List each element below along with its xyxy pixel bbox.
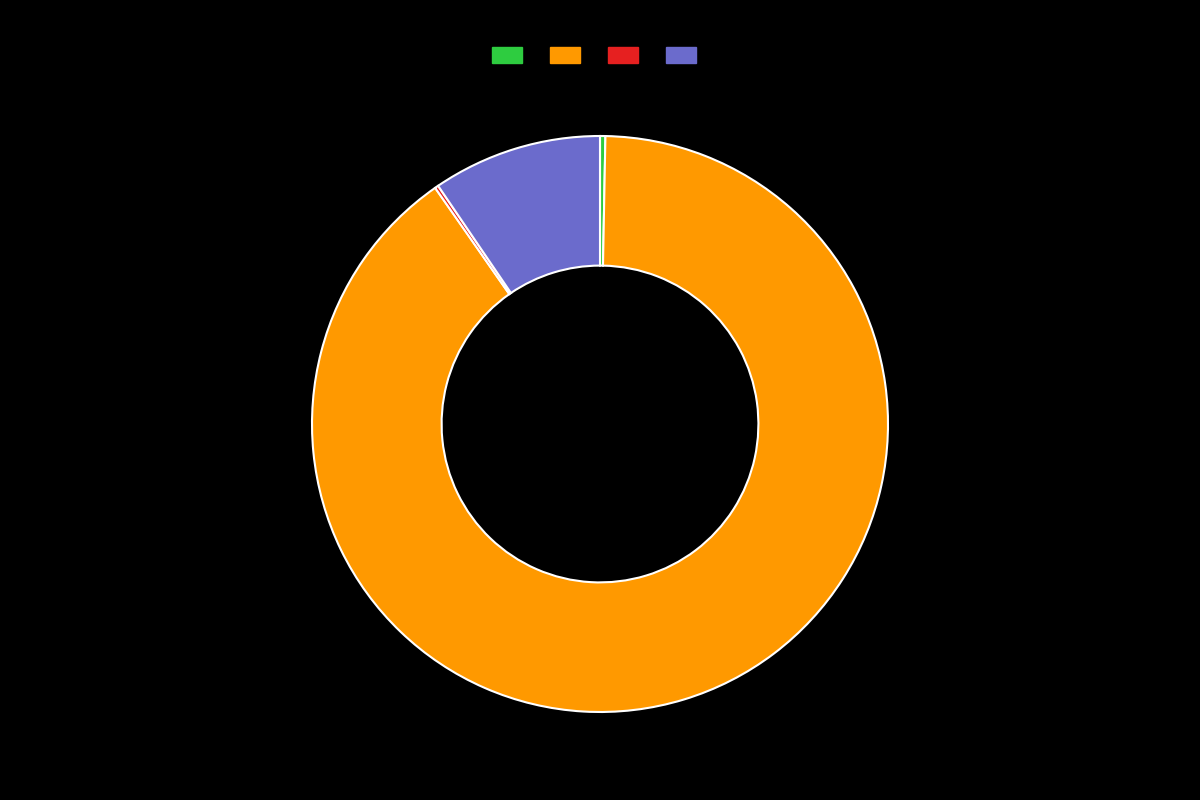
Wedge shape (312, 136, 888, 712)
Wedge shape (600, 136, 606, 266)
Legend: , , , : , , , (487, 43, 713, 68)
Wedge shape (438, 136, 600, 293)
Wedge shape (436, 186, 511, 294)
